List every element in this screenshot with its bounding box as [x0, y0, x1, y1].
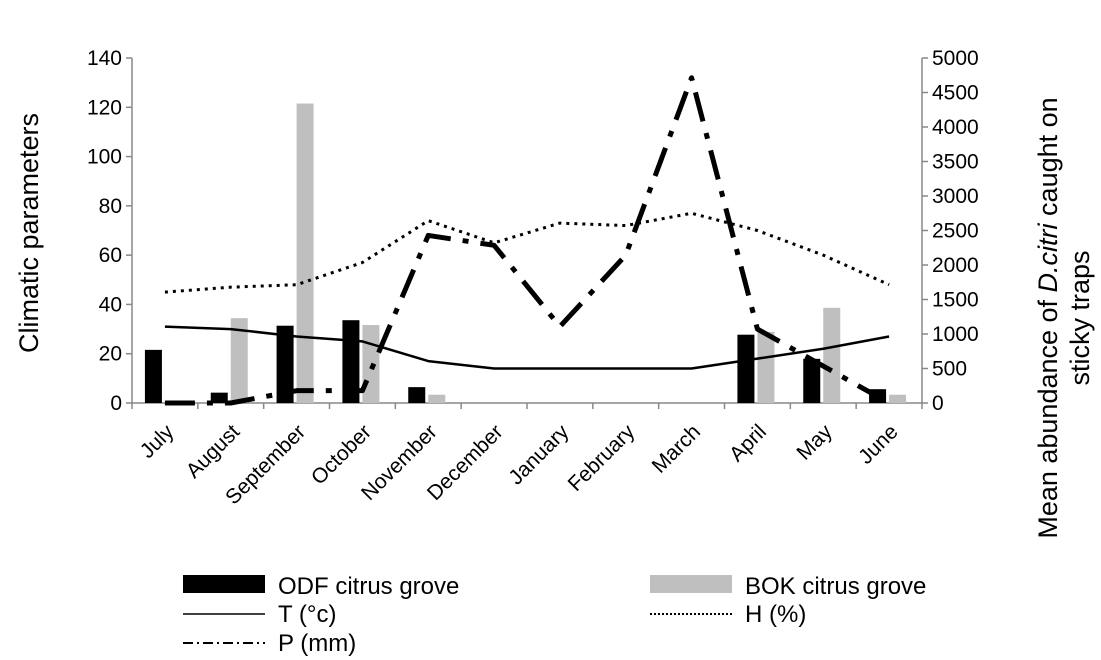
- right-tick-label: 3500: [932, 151, 979, 174]
- left-tick-label: 20: [99, 343, 122, 366]
- right-tick-label: 4000: [932, 116, 979, 139]
- lines: [164, 75, 891, 406]
- legend: ODF citrus grove BOK citrus grove T (°c)…: [183, 573, 926, 657]
- x-tick-label: August: [182, 420, 245, 483]
- right-tick-label: 4500: [932, 82, 979, 105]
- right-y-axis-label-part-3: caught on: [1033, 97, 1063, 223]
- bar-odf: [803, 358, 821, 403]
- bars: [144, 103, 907, 403]
- left-y-axis-label: Climatic parameters: [14, 113, 44, 353]
- bar-bok: [230, 318, 248, 403]
- right-tick-label: 500: [932, 358, 967, 381]
- x-tick-label: May: [792, 420, 837, 465]
- x-tick-label: July: [136, 420, 179, 463]
- bar-bok: [362, 325, 380, 403]
- left-tick-label: 140: [87, 47, 122, 70]
- legend-label-precip: P (mm): [278, 630, 356, 657]
- bar-bok: [428, 394, 446, 403]
- right-tick-label: 1500: [932, 289, 979, 312]
- x-tick-label: June: [854, 420, 902, 468]
- right-y-axis-label-part-1: Mean abundance of: [1033, 292, 1063, 538]
- right-tick-label: 0: [932, 392, 944, 415]
- bar-odf: [737, 334, 755, 403]
- left-tick-label: 0: [110, 392, 122, 415]
- bar-odf: [276, 325, 294, 403]
- bar-odf: [408, 387, 426, 403]
- left-tick-label: 60: [99, 244, 122, 267]
- bar-bok: [889, 394, 907, 403]
- right-tick-label: 5000: [932, 47, 979, 70]
- bar-bok: [823, 307, 841, 403]
- x-tick-label: April: [725, 420, 771, 466]
- legend-label-temp: T (°c): [278, 601, 336, 628]
- bar-odf: [210, 392, 228, 403]
- right-tick-label: 3000: [932, 185, 979, 208]
- right-y-axis-label: Mean abundance of D.citri caught on: [1033, 97, 1063, 538]
- right-tick-label: 1000: [932, 323, 979, 346]
- x-tick-label: March: [648, 420, 706, 478]
- left-y-ticks: 0 20 40 60 80 100 120 140: [87, 47, 132, 415]
- legend-swatch-bok: [650, 575, 732, 593]
- x-ticks: July AugustSeptemberOctoberNovemberDecemb…: [131, 403, 923, 509]
- bar-bok: [757, 331, 775, 403]
- left-tick-label: 80: [99, 195, 122, 218]
- right-tick-label: 2500: [932, 220, 979, 243]
- right-y-axis-label-line-2: sticky traps: [1065, 250, 1095, 385]
- left-tick-label: 120: [87, 96, 122, 119]
- right-y-ticks: 0 500 1000 1500 2000 2500 3000 3500 4000 4500 5000: [922, 47, 979, 415]
- line-temperature: [164, 325, 890, 370]
- legend-label-humidity: H (%): [745, 601, 806, 628]
- legend-label-bok: BOK citrus grove: [745, 573, 926, 600]
- right-y-axis-label-part-2: D.citri: [1033, 222, 1063, 292]
- line-precipitation: [164, 75, 891, 406]
- line-humidity: [164, 211, 890, 294]
- left-tick-label: 100: [87, 146, 122, 169]
- right-tick-label: 2000: [932, 254, 979, 277]
- legend-swatch-odf: [183, 575, 265, 593]
- bar-odf: [144, 349, 162, 403]
- left-tick-label: 40: [99, 293, 122, 316]
- legend-label-odf: ODF citrus grove: [278, 573, 459, 600]
- x-tick-label: February: [564, 420, 640, 496]
- bar-bok: [296, 103, 314, 403]
